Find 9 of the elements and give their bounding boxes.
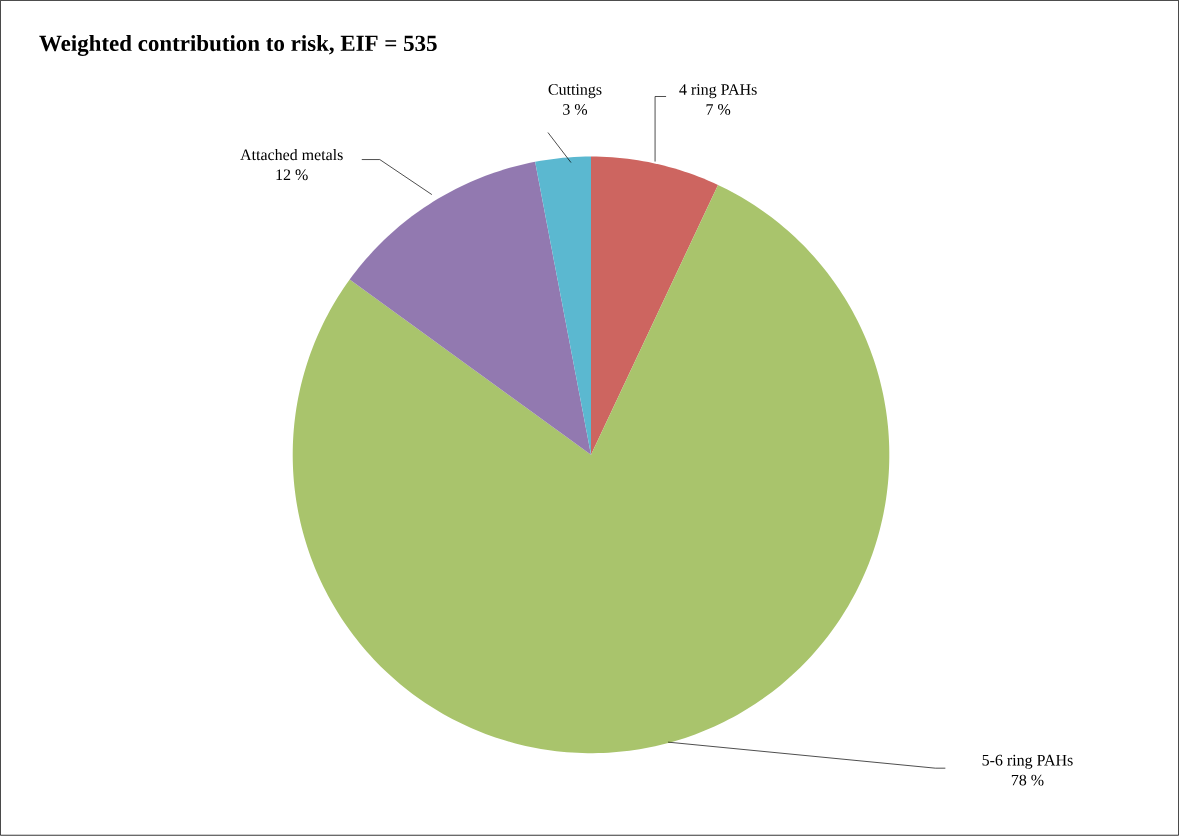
data-label: 7 % — [706, 104, 731, 116]
data-label: 3 % — [563, 104, 588, 116]
slice-label: 5-6 ring PAHs — [982, 754, 1073, 769]
data-label: 78 % — [1011, 774, 1044, 786]
data-label: 12 % — [276, 169, 308, 181]
chart-title: Weighted contribution to risk, EIF = 535 — [39, 35, 437, 57]
slice-label: Cuttings — [548, 84, 602, 99]
slice-label: Attached metals — [240, 149, 343, 161]
slice-label: 4 ring PAHs — [679, 84, 757, 99]
